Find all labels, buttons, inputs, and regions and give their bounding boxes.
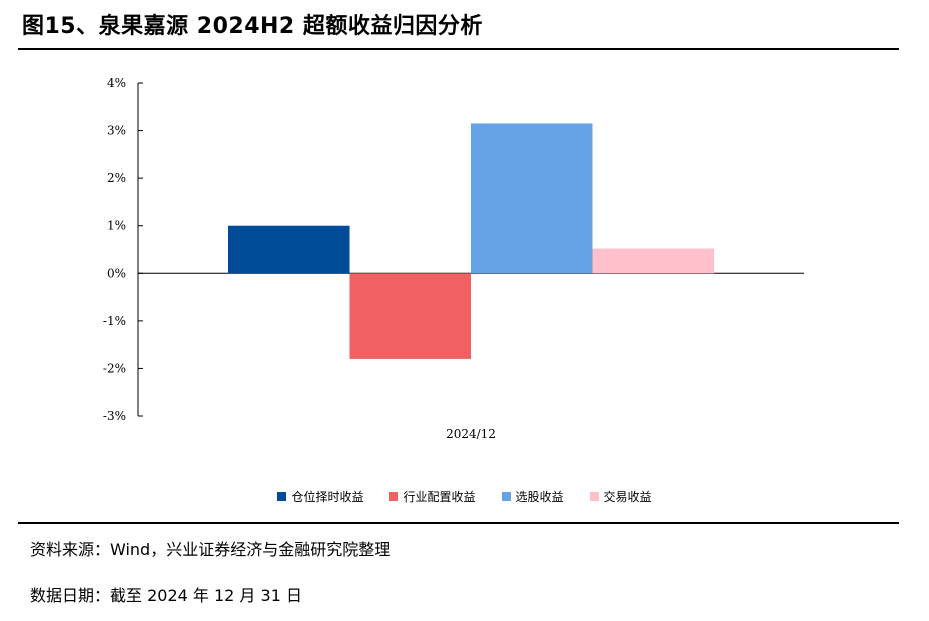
bar-2 [349,273,471,359]
legend-label: 选股收益 [515,490,564,504]
legend-swatch [389,492,399,501]
legend-swatch [501,492,511,501]
bar-1 [228,225,350,274]
y-tick-label: 1% [107,219,126,233]
legend-swatch [277,492,287,501]
legend-label: 行业配置收益 [403,490,476,504]
legend-item-4: 交易收益 [589,488,652,505]
legend-label: 仓位择时收益 [291,490,364,504]
y-tick-label: 2% [107,171,126,185]
legend-item-2: 行业配置收益 [389,488,476,505]
legend-swatch [589,492,599,501]
y-tick-label: 3% [107,124,126,138]
bar-3 [471,123,593,274]
bottom-divider [18,522,899,524]
y-tick-label: -1% [103,314,126,328]
legend-label: 交易收益 [603,490,652,504]
legend-item-1: 仓位择时收益 [277,488,363,505]
y-tick-label: -2% [103,361,126,375]
top-divider [18,48,899,50]
y-tick-label: 4% [107,76,126,90]
source-note: 资料来源：Wind，兴业证券经济与金融研究院整理 [30,540,391,559]
bar-chart: 4% 3% 2% 1% 0% -1% -2% -3% 2024/12 [103,76,804,441]
y-tick-label: -3% [103,409,126,423]
chart-legend: 仓位择时收益 行业配置收益 选股收益 交易收益 [0,488,929,505]
legend-item-3: 选股收益 [501,488,564,505]
x-category-label: 2024/12 [446,427,496,441]
page-title: 图15、泉果嘉源 2024H2 超额收益归因分析 [22,14,483,39]
bar-4 [592,248,714,274]
y-tick-label: 0% [107,266,126,280]
date-note: 数据日期：截至 2024 年 12 月 31 日 [30,586,302,605]
